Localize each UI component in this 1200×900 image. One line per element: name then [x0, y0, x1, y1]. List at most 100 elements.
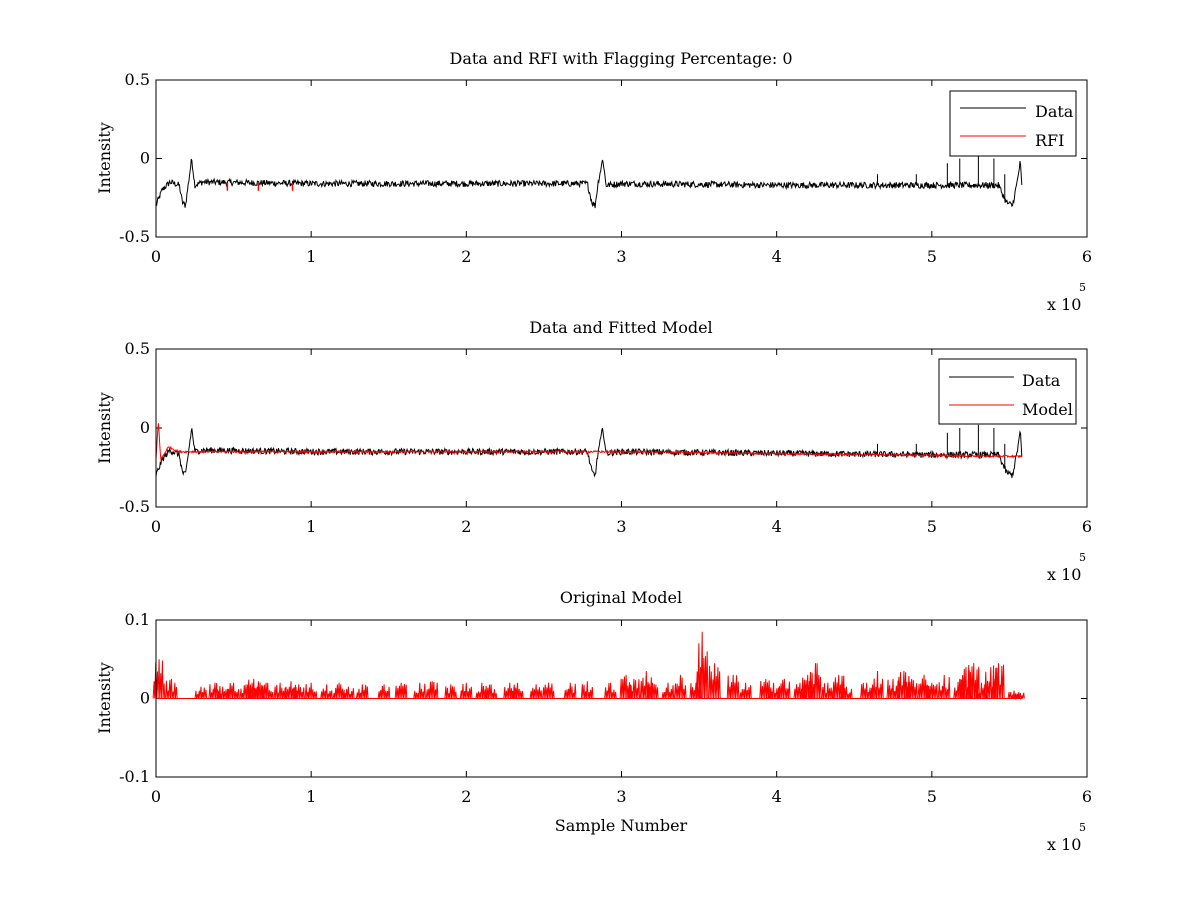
x-tick-label: 6	[1082, 247, 1092, 266]
model-spike	[377, 684, 391, 699]
model-spike	[542, 682, 555, 699]
model-spike	[425, 681, 439, 699]
series-line-model	[155, 423, 1023, 462]
model-spike	[511, 682, 524, 699]
exponent-base-3: x 10	[1047, 835, 1081, 854]
model-spike	[484, 684, 498, 699]
plot-frame-3	[155, 619, 1088, 778]
x-tick-label: 1	[306, 787, 316, 806]
model-spike	[905, 678, 918, 699]
x-tick-label: 1	[306, 517, 316, 536]
model-spike	[937, 674, 951, 699]
x-tick-label: 1	[306, 247, 316, 266]
x-tick-label: 6	[1082, 517, 1092, 536]
panel-1-title: Data and RFI with Flagging Percentage: 0	[449, 49, 792, 68]
model-spike	[529, 684, 543, 699]
exponent-base-2: x 10	[1047, 565, 1081, 584]
x-tick-label: 3	[616, 517, 626, 536]
x-tick-label: 5	[927, 517, 937, 536]
x-tick-label: 2	[461, 517, 471, 536]
panel-1-ylabel: Intensity	[95, 122, 114, 194]
model-spike	[444, 684, 457, 699]
y-tick-label: 0	[140, 689, 150, 708]
model-spike	[726, 674, 740, 699]
panel-2-ylabel: Intensity	[95, 392, 114, 464]
model-spike	[673, 674, 687, 699]
y-tick-label: 0.1	[125, 610, 150, 629]
x-tick-label: 0	[151, 787, 161, 806]
model-spike	[261, 682, 274, 699]
model-spike	[839, 686, 853, 699]
exponent-power-1: 5	[1079, 281, 1086, 294]
x-tick-label: 5	[927, 247, 937, 266]
legend-label-model-2: Model	[1022, 400, 1073, 419]
model-spike	[413, 682, 426, 699]
panel-3-series	[152, 631, 1025, 701]
y-tick-label: 0	[140, 149, 150, 168]
model-spike	[992, 663, 1005, 699]
model-spike	[925, 682, 938, 699]
model-spike	[304, 682, 318, 699]
x-tick-label: 2	[461, 247, 471, 266]
model-spike	[194, 686, 208, 699]
panel-1-series	[155, 155, 1023, 209]
panel-2-legend: Data Model	[938, 358, 1077, 425]
x-tick-label: 3	[616, 787, 626, 806]
x-tick-label: 5	[927, 787, 937, 806]
model-spike	[759, 678, 772, 699]
plot-area-2	[156, 349, 1087, 507]
y-tick-label: 0.5	[125, 339, 150, 358]
model-spike	[1012, 692, 1025, 701]
plot-area-1	[156, 80, 1087, 237]
model-spike	[216, 686, 229, 699]
model-spike	[886, 678, 900, 699]
legend-box-2	[938, 358, 1077, 425]
legend-label-data-1: Data	[1035, 102, 1074, 121]
model-spike	[580, 681, 594, 699]
y-tick-label: 0.5	[125, 70, 150, 89]
x-tick-label: 0	[151, 517, 161, 536]
legend-box-1	[949, 90, 1077, 157]
plot-frame-2	[155, 348, 1088, 508]
exponent-power-2: 5	[1079, 551, 1086, 564]
model-spike	[695, 631, 709, 699]
plot-frame-1	[155, 79, 1088, 238]
model-spike	[661, 682, 675, 699]
model-spike	[355, 684, 369, 699]
model-spike	[273, 682, 287, 699]
exponent-base-1: x 10	[1047, 295, 1081, 314]
model-spike	[320, 684, 333, 699]
x-tick-label: 3	[616, 247, 626, 266]
model-spike	[227, 682, 240, 699]
panel-3-ticks: 0 1 2 3 4 5 6-0.100.1	[119, 610, 1092, 806]
panel-1-legend: Data RFI	[949, 90, 1077, 157]
panel-2-series	[155, 423, 1023, 479]
y-tick-label: 0	[140, 418, 150, 437]
x-tick-label: 4	[772, 517, 782, 536]
x-tick-label: 4	[772, 787, 782, 806]
panel-1: Data and RFI with Flagging Percentage: 0…	[95, 49, 1092, 314]
panel-2: Data and Fitted Model Intensity 0 1 2 3 4 5 6 -…	[95, 318, 1092, 584]
x-tick-label: 0	[151, 247, 161, 266]
y-tick-label: -0.1	[119, 767, 150, 786]
legend-label-rfi-1: RFI	[1035, 131, 1064, 150]
model-spike	[627, 678, 641, 699]
model-spike	[563, 682, 577, 699]
model-spike	[165, 678, 178, 699]
model-spike	[860, 682, 873, 699]
model-spike	[646, 682, 659, 699]
exponent-power-3: 5	[1079, 821, 1086, 834]
model-spike	[767, 682, 780, 699]
model-spike	[708, 663, 721, 699]
x-tick-label: 6	[1082, 787, 1092, 806]
model-spike	[777, 678, 791, 699]
model-spike	[459, 682, 473, 699]
panel-2-ticks: 0 1 2 3 4 5 6-0.500.5	[119, 339, 1092, 536]
model-spike	[967, 663, 980, 699]
model-spike	[394, 682, 408, 699]
panel-2-title: Data and Fitted Model	[529, 318, 712, 337]
x-tick-label: 4	[772, 247, 782, 266]
model-spike	[604, 682, 617, 699]
y-tick-label: -0.5	[119, 227, 150, 246]
panel-3-exponent: x 10	[1047, 835, 1081, 854]
